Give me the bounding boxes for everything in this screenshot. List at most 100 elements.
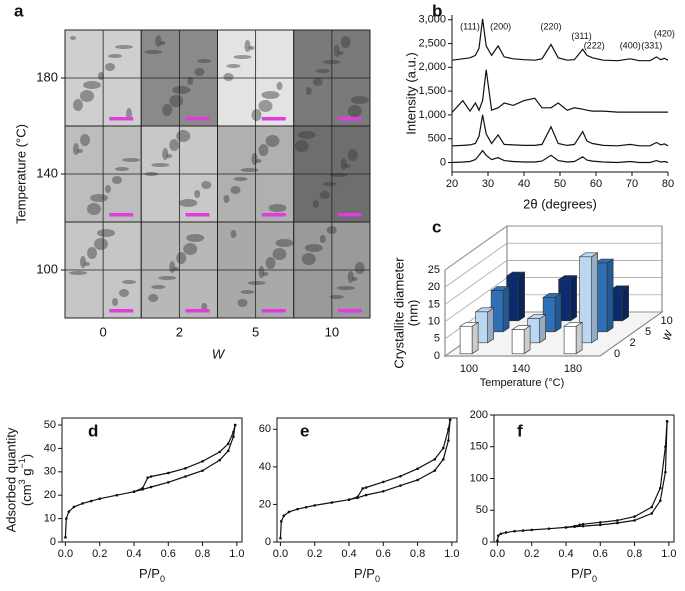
particle [97,229,115,237]
x-tick-label: 0.2 [92,548,107,560]
particle [258,100,273,112]
peak-label: (420) [654,28,675,38]
particle [80,256,86,268]
point [504,531,508,534]
particle [70,36,76,40]
point [361,487,365,490]
bar-side [523,325,531,355]
particle [80,134,90,146]
point [81,502,84,505]
y-tick-label: 20 [428,281,440,293]
x-tick-label: 140 [512,363,530,375]
point [581,524,585,528]
panel-letter: c [432,217,441,236]
particle [340,36,351,48]
point [399,484,402,487]
particle [179,199,198,207]
particle [261,91,280,99]
particle [115,167,129,171]
point [232,430,235,434]
peak-label: (111) [460,21,480,31]
particle [80,90,94,102]
point [364,493,368,497]
point [72,505,76,509]
y-tick-label: 150 [470,441,488,453]
y-tick-label: 5 [434,333,440,345]
y-axis-label-part: g [19,469,34,480]
point [441,446,445,450]
x-tick-label: 0.0 [490,548,505,560]
particle [159,41,166,45]
y-tick-label: 0 [440,156,446,168]
point [89,499,93,503]
particle [83,81,101,89]
point [64,536,67,539]
point [279,520,283,523]
grid-line [444,242,662,288]
particle [258,144,269,156]
series-line [64,424,236,538]
point [232,435,235,439]
particle [158,276,177,280]
depth-tick-label: 2 [630,337,636,349]
x-tick-label: 0.8 [195,548,210,560]
point [447,439,450,442]
bar-side [539,314,546,344]
bar-side [622,285,629,322]
series-line [451,18,669,62]
series-line [565,421,668,528]
point [67,510,71,513]
y-tick-label: 30 [44,466,56,478]
x-tick-label: 1.0 [661,548,676,560]
x-tick-label: 50 [554,178,566,190]
particle [237,299,248,307]
particle [230,230,237,238]
plot-frame [276,417,458,543]
y-axis-label-part: 3 [17,479,27,484]
particle [265,257,276,269]
particle [172,86,191,94]
particle [69,271,87,275]
particle [115,45,133,49]
x-tick-label: 0.2 [524,548,539,560]
particle [247,281,266,285]
x-tick-label: 0.4 [558,548,573,560]
particle [73,143,79,155]
particle [187,77,194,85]
y-axis-label-part: (cm [19,484,34,506]
bar [579,256,592,344]
particle [347,105,362,117]
y-axis-label: Adsorbed quantity [3,427,18,532]
point [448,418,452,422]
particle [105,63,115,71]
y-tick-label: 60 [259,423,271,435]
x-tick-label: 0.4 [341,548,356,560]
point [581,522,585,526]
point [64,517,68,520]
point [658,486,662,490]
particle [248,46,255,50]
point [530,528,534,532]
y-tick-label: 15 [428,298,440,310]
point [598,521,602,524]
point [287,510,291,514]
particle [350,96,369,104]
bar [459,325,473,355]
point [149,475,153,478]
particle [319,191,330,199]
series-line [451,69,668,113]
x-axis-label-part: P/P [354,566,375,581]
y-tick-label: 100 [36,261,58,276]
particle [319,235,326,243]
particle [155,35,162,47]
bar-side [502,285,510,333]
x-axis-label-part: 0 [160,574,165,584]
particle [255,159,262,163]
y-axis-label: Crystallite diameter [391,257,406,369]
particle [87,247,97,259]
particle [304,244,323,252]
point [226,449,230,453]
particle [333,45,340,57]
particle [223,73,234,81]
y-axis-label-part: ) [19,454,34,458]
